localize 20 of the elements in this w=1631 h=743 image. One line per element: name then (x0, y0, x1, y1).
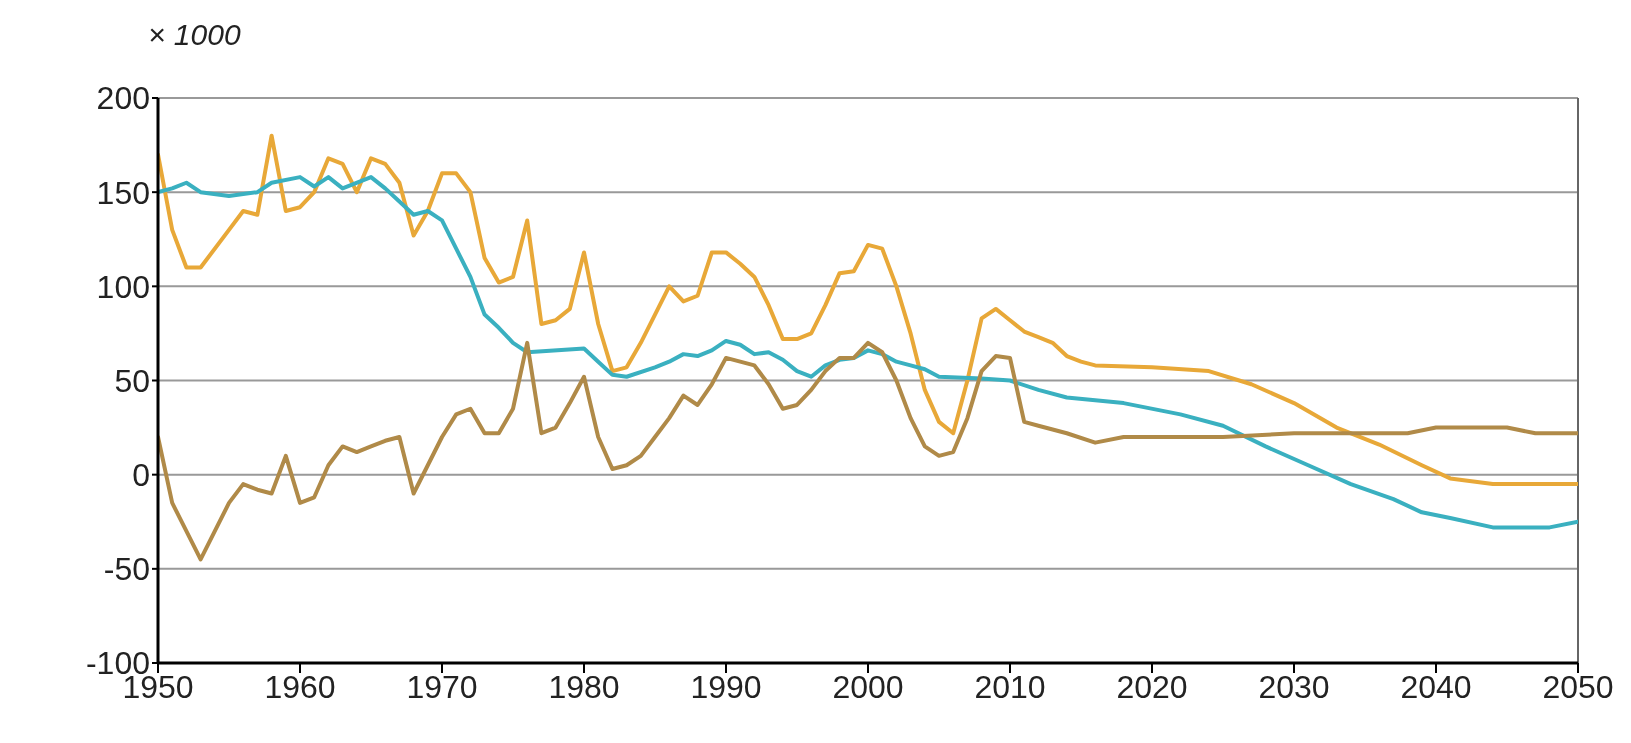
x-tick-label: 2040 (1400, 668, 1472, 705)
x-tick-label: 2050 (1542, 668, 1614, 705)
y-tick-label: -50 (103, 551, 150, 588)
line-series (158, 133, 1578, 487)
x-tick-label: 1970 (406, 668, 478, 705)
x-tick-label: 1960 (264, 668, 336, 705)
y-axis-title: × 1000 (148, 18, 241, 52)
y-tick-label: 100 (96, 268, 150, 305)
y-tick-label: 150 (96, 174, 150, 211)
y-tick-label: 200 (96, 80, 150, 117)
x-tick-label: 2030 (1258, 668, 1330, 705)
line-series (158, 340, 1578, 562)
x-tick-label: 2000 (832, 668, 904, 705)
x-tick-label: 2010 (974, 668, 1046, 705)
x-tick-label: 2020 (1116, 668, 1188, 705)
x-tick-label: 1990 (690, 668, 762, 705)
y-tick-label: 0 (132, 457, 150, 494)
y-tick-label: 50 (114, 362, 150, 399)
x-tick-label: 1980 (548, 668, 620, 705)
line-series (158, 175, 1578, 530)
